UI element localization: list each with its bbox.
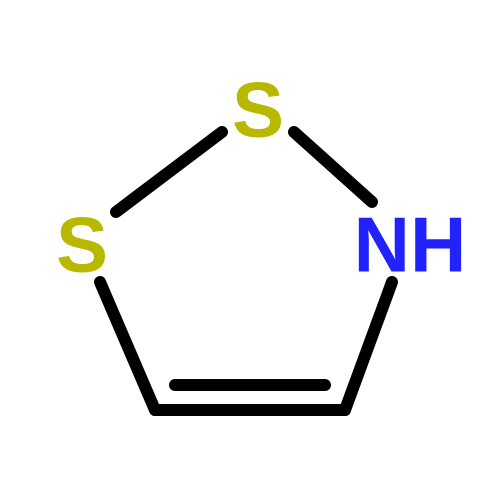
bonds-layer — [100, 132, 392, 410]
atom-label-N3: NH — [354, 200, 467, 291]
atom-label-S2: S — [56, 200, 108, 291]
atom-label-S1: S — [232, 65, 284, 156]
bond-S2-C4 — [100, 282, 155, 410]
bond-S1-N3 — [294, 132, 372, 202]
bond-S1-S2 — [116, 132, 222, 212]
bond-N3-C5 — [345, 282, 392, 410]
